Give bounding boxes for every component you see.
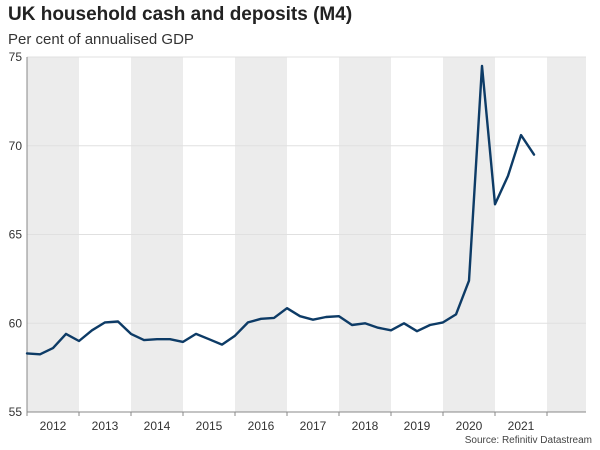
y-tick-label: 60 [9, 316, 23, 330]
chart-subtitle: Per cent of annualised GDP [8, 31, 194, 48]
x-tick-label: 2017 [300, 419, 327, 433]
x-tick-label: 2015 [196, 419, 223, 433]
x-tick-label: 2019 [404, 419, 431, 433]
x-tick-label: 2021 [508, 419, 535, 433]
x-tick-label: 2014 [144, 419, 171, 433]
y-tick-label: 75 [9, 50, 23, 64]
source-note: Source: Refinitiv Datastream [464, 435, 592, 446]
chart-title: UK household cash and deposits (M4) [8, 4, 353, 25]
x-tick-label: 2012 [40, 419, 67, 433]
y-tick-label: 65 [9, 228, 23, 242]
y-tick-label: 70 [9, 139, 23, 153]
series-line [25, 64, 536, 356]
x-tick-label: 2013 [92, 419, 119, 433]
x-axis: 2012 2013 2014 2015 2016 2017 2018 2019 2020 2021 [26, 411, 586, 433]
y-axis: 55 60 65 70 75 [9, 50, 28, 419]
x-tick-label: 2016 [248, 419, 275, 433]
x-tick-label: 2018 [352, 419, 379, 433]
x-tick-label: 2020 [456, 419, 483, 433]
y-tick-label: 55 [9, 405, 23, 419]
series-layer [25, 64, 536, 356]
